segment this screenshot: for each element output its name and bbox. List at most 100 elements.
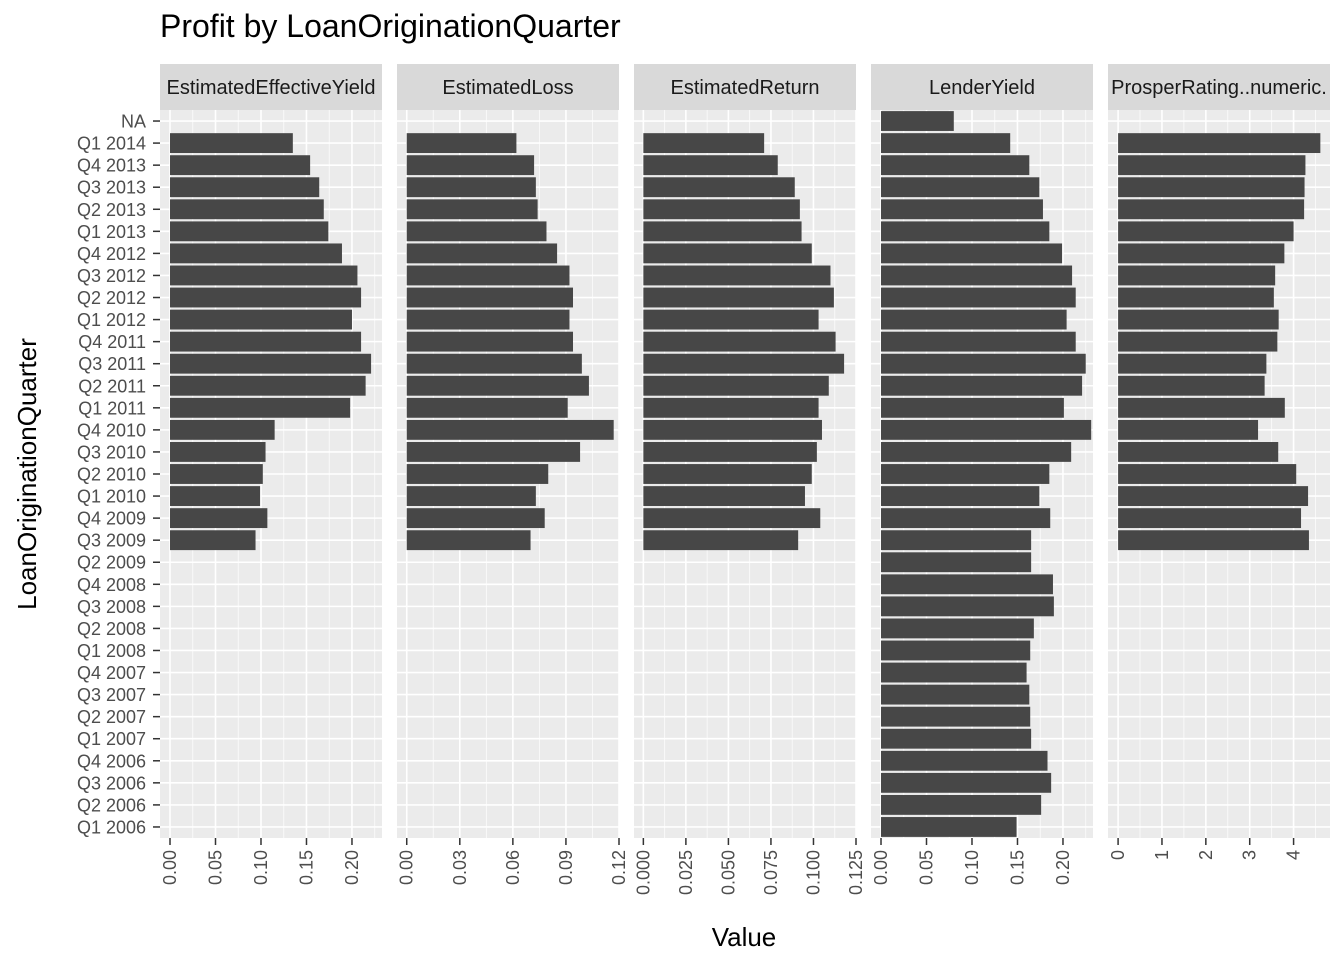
y-tick-label: Q2 2007 <box>77 707 146 727</box>
bar <box>1118 265 1276 286</box>
bar <box>406 530 531 551</box>
facet-strip <box>397 64 619 110</box>
bar <box>881 397 1064 418</box>
bar <box>406 287 574 308</box>
bar <box>1118 508 1302 529</box>
x-tick-label: 0.050 <box>718 850 738 895</box>
bar <box>881 419 1092 440</box>
bar <box>643 442 817 462</box>
bar <box>881 530 1032 551</box>
x-tick-label: 3 <box>1240 850 1260 860</box>
bar <box>406 353 582 374</box>
bar <box>406 464 549 484</box>
bar <box>170 243 342 264</box>
x-tick-label: 0.12 <box>609 850 629 885</box>
facet-strip <box>1108 64 1330 110</box>
bar <box>170 287 362 308</box>
x-tick-label: 0.06 <box>503 850 523 885</box>
x-axis-title: Value <box>712 922 777 952</box>
y-tick-label: Q3 2012 <box>77 266 146 286</box>
bar <box>881 596 1054 617</box>
y-tick-label: Q2 2006 <box>77 795 146 815</box>
x-tick-label: 0.20 <box>1053 850 1073 885</box>
bar <box>643 331 836 352</box>
x-tick-label: 0.00 <box>397 850 417 885</box>
bar <box>881 221 1050 242</box>
facet-strip <box>160 64 382 110</box>
bar <box>1118 221 1294 242</box>
bar <box>1118 375 1265 396</box>
y-tick-label: Q1 2008 <box>77 641 146 661</box>
y-tick-label: Q1 2007 <box>77 729 146 749</box>
bar <box>881 442 1072 462</box>
bar <box>406 177 536 198</box>
y-tick-label: Q4 2009 <box>77 509 146 529</box>
bar <box>881 772 1052 793</box>
y-tick-label: Q4 2013 <box>77 156 146 176</box>
bar <box>643 309 819 330</box>
x-tick-label: 0.100 <box>803 850 823 895</box>
bar <box>406 243 558 264</box>
y-tick-label: Q4 2007 <box>77 663 146 683</box>
x-tick-label: 4 <box>1284 850 1304 860</box>
y-tick-label: NA <box>121 112 146 132</box>
bar <box>170 442 266 462</box>
x-tick-label: 0.09 <box>556 850 576 885</box>
bar <box>643 530 799 551</box>
bar <box>881 375 1083 396</box>
y-tick-label: Q1 2006 <box>77 817 146 837</box>
facet-strip <box>634 64 856 110</box>
x-tick-label: 0.10 <box>251 850 271 885</box>
bar <box>170 221 329 242</box>
bar <box>643 177 795 198</box>
x-tick-label: 1 <box>1152 850 1172 860</box>
bar <box>170 419 275 440</box>
facet-strip-label: LenderYield <box>929 77 1035 99</box>
bar <box>1118 353 1267 374</box>
bar <box>406 265 570 286</box>
bar <box>881 353 1086 374</box>
y-tick-label: Q2 2009 <box>77 553 146 573</box>
bar <box>643 375 829 396</box>
bar <box>643 397 819 418</box>
x-tick-label: 0.00 <box>871 850 891 885</box>
y-tick-label: Q1 2011 <box>78 398 146 418</box>
bar <box>1118 177 1305 198</box>
bar <box>406 419 614 440</box>
bar <box>406 508 545 529</box>
y-axis-title: LoanOriginationQuarter <box>12 338 42 610</box>
facet-strip-label: EstimatedLoss <box>442 77 573 99</box>
bar <box>881 728 1032 749</box>
bar <box>1118 397 1285 418</box>
bar <box>881 464 1050 484</box>
bar <box>881 155 1030 176</box>
bar <box>881 662 1027 683</box>
y-tick-label: Q3 2007 <box>77 685 146 705</box>
bar <box>170 397 351 418</box>
bar <box>881 817 1017 837</box>
bar <box>170 530 256 551</box>
facet-strip-label: ProsperRating..numeric. <box>1111 77 1327 99</box>
bar <box>170 331 362 352</box>
bar <box>1118 331 1278 352</box>
bar <box>170 199 324 220</box>
bar <box>170 486 261 506</box>
bar <box>881 794 1042 815</box>
bar <box>406 397 568 418</box>
bar <box>643 199 800 220</box>
x-tick-label: 0.00 <box>160 850 180 885</box>
bar <box>643 243 812 264</box>
chart-title: Profit by LoanOriginationQuarter <box>160 8 621 44</box>
y-tick-label: Q1 2014 <box>77 134 146 154</box>
y-tick-label: Q3 2011 <box>78 354 146 374</box>
bar <box>406 199 538 220</box>
bar <box>406 442 581 462</box>
y-tick-label: Q2 2011 <box>78 376 146 396</box>
y-tick-label: Q2 2008 <box>77 619 146 639</box>
bar <box>881 111 954 131</box>
x-tick-label: 0.15 <box>1007 850 1027 885</box>
bar <box>881 750 1048 771</box>
x-tick-label: 0.125 <box>846 850 866 895</box>
bar <box>881 684 1030 705</box>
